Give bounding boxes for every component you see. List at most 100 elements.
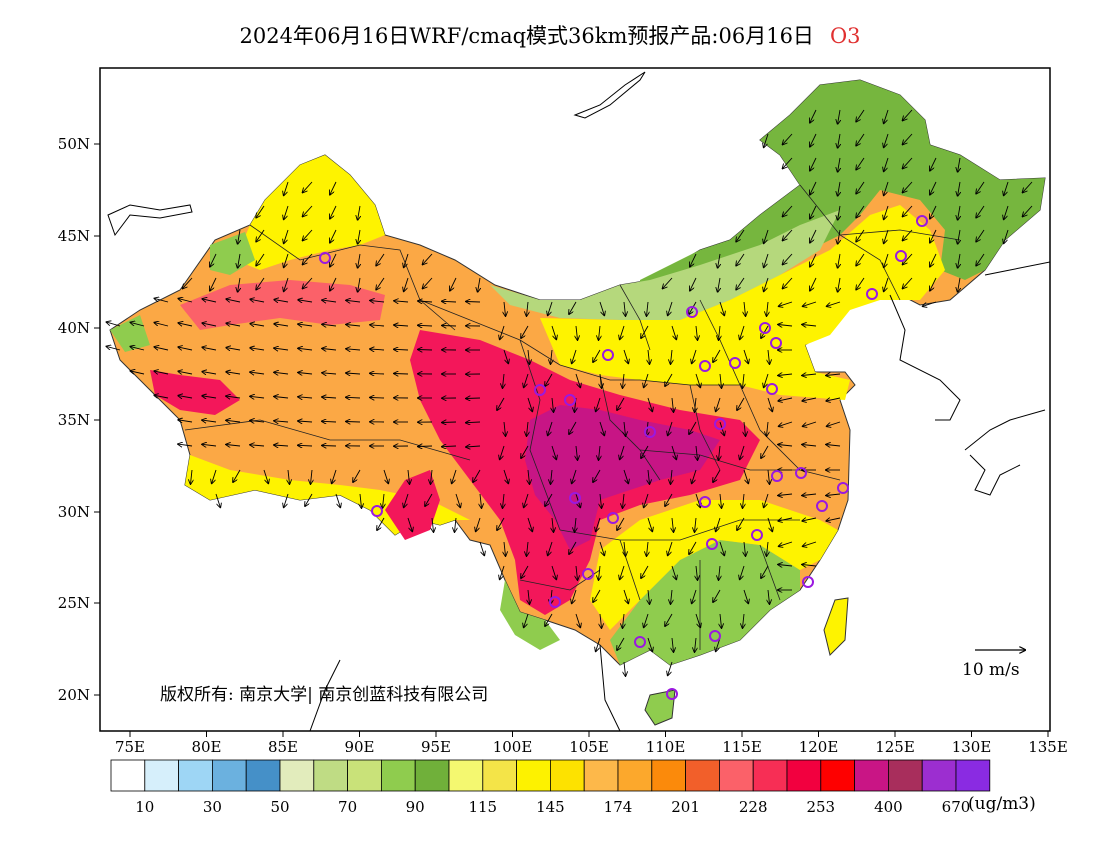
wind-arrow	[250, 372, 265, 374]
legend-label: 70	[338, 798, 357, 816]
station-marker	[770, 337, 782, 349]
wind-arrow	[802, 325, 817, 327]
wind-arrow	[826, 445, 841, 447]
wind-arrow	[503, 493, 505, 508]
concentration-field	[107, 71, 1050, 731]
wind-arrow	[476, 517, 481, 531]
wind-arrow	[641, 565, 649, 578]
wind-arrow	[298, 373, 313, 375]
wind-arrow	[504, 301, 506, 316]
wind-arrow	[923, 301, 937, 306]
wind-arrow	[431, 469, 433, 484]
monitoring-stations	[319, 215, 928, 700]
wind-arrow	[178, 420, 193, 422]
wind-arrow	[783, 205, 793, 216]
wind-vectors	[107, 109, 1033, 676]
lon-label: 135E	[1028, 738, 1068, 756]
wind-arrow	[322, 300, 337, 302]
wind-arrow	[303, 205, 313, 216]
station-marker	[582, 568, 594, 580]
wind-arrow	[665, 613, 673, 626]
wind-arrow	[668, 541, 673, 555]
wind-arrow	[298, 348, 313, 350]
wind-arrow	[838, 133, 840, 148]
wind-arrow	[284, 493, 289, 507]
wind-arrow	[623, 469, 628, 483]
station-marker	[802, 576, 814, 588]
wind-arrow	[838, 205, 840, 220]
wind-arrow	[718, 253, 720, 268]
wind-arrow	[689, 541, 697, 554]
wind-arrow	[238, 229, 240, 244]
wind-arrow	[884, 253, 889, 267]
wind-arrow	[332, 469, 337, 483]
wind-arrow	[370, 373, 385, 374]
wind-arrow	[856, 133, 865, 146]
wind-arrow	[884, 205, 889, 219]
wind-arrow	[810, 205, 817, 219]
wind-arrow	[274, 348, 289, 350]
legend-swatch	[820, 759, 855, 792]
wind-arrow	[903, 181, 913, 192]
wind-arrow	[284, 205, 289, 219]
wind-arrow	[256, 253, 265, 266]
wind-arrow	[720, 493, 722, 508]
wind-arrow	[617, 637, 625, 650]
station-marker	[564, 394, 576, 406]
lon-label: 130E	[952, 738, 992, 756]
wind-arrow	[130, 371, 145, 374]
wind-arrow	[551, 325, 556, 339]
wind-arrow	[479, 541, 484, 555]
lake-balkhash	[107, 204, 193, 237]
station-marker	[602, 349, 614, 361]
wind-arrow	[672, 517, 674, 532]
legend-label: 228	[739, 798, 768, 816]
map-title: 2024年06月16日WRF/cmaq模式36km预报产品:06月16日 O3	[0, 20, 1100, 50]
legend-swatch	[752, 759, 788, 792]
legend-swatch	[279, 759, 315, 792]
wind-arrow	[740, 445, 745, 459]
wind-arrow	[226, 323, 241, 326]
wind-arrow	[692, 589, 697, 603]
coastline-indochina	[309, 644, 621, 731]
wind-arrow	[442, 422, 457, 423]
wind-arrow	[827, 421, 841, 426]
wind-arrow	[668, 421, 673, 435]
wind-arrow	[600, 373, 602, 388]
wind-arrow	[641, 445, 649, 458]
wind-arrow	[743, 493, 745, 508]
wind-arrow	[504, 541, 506, 556]
wind-arrow	[572, 589, 577, 603]
wind-arrow	[672, 397, 674, 412]
lat-label: 35N	[58, 411, 90, 429]
wind-arrow	[358, 277, 360, 292]
wind-arrow	[358, 205, 360, 220]
wind-arrow	[298, 300, 313, 302]
wind-arrow	[599, 325, 601, 340]
wind-arrow	[779, 301, 793, 306]
wind-arrow	[238, 253, 240, 268]
wind-arrow	[274, 445, 289, 446]
wind-arrow	[250, 299, 265, 302]
legend-swatch	[685, 759, 720, 792]
wind-arrow	[856, 253, 865, 266]
wind-arrow	[647, 301, 649, 316]
legend-swatch	[178, 759, 213, 792]
wind-arrow	[930, 229, 937, 243]
wind-arrow	[394, 349, 409, 350]
wind-arrow	[452, 469, 457, 483]
wind-arrow	[648, 349, 650, 364]
wind-arrow	[274, 421, 289, 422]
wind-arrow	[528, 349, 530, 364]
wind-arrow	[624, 661, 626, 676]
wind-arrow	[178, 347, 193, 350]
wind-arrow	[521, 325, 529, 338]
station-marker	[634, 636, 646, 648]
wind-arrow	[330, 181, 337, 195]
station-marker	[549, 596, 561, 608]
wind-arrow	[695, 397, 697, 412]
wind-arrow	[394, 301, 409, 302]
wind-arrow	[155, 298, 169, 303]
wind-arrow	[743, 589, 748, 603]
